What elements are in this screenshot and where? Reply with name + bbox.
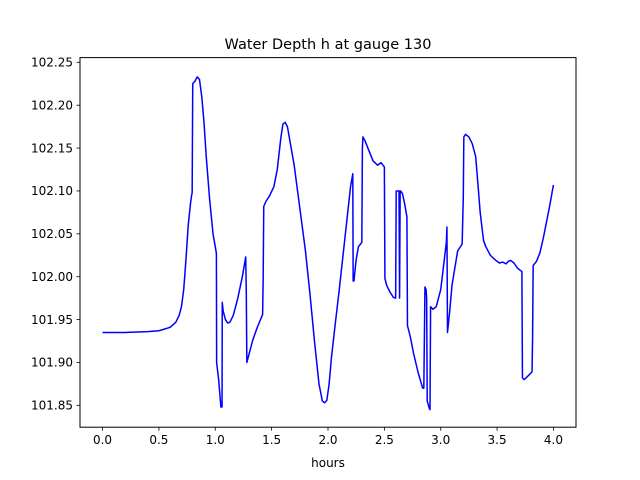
x-tick-label: 2.0 <box>318 433 337 447</box>
x-tick-label: 1.0 <box>206 433 225 447</box>
x-tick-label: 3.0 <box>431 433 450 447</box>
y-tick-label: 102.10 <box>31 184 73 198</box>
y-tick-label: 101.95 <box>31 313 73 327</box>
y-tick-label: 102.00 <box>31 270 73 284</box>
y-tick-label: 102.15 <box>31 141 73 155</box>
x-tick-label: 0.5 <box>149 433 168 447</box>
y-tick-label: 101.85 <box>31 399 73 413</box>
series-line-0 <box>102 76 555 411</box>
series-layer <box>102 76 555 411</box>
x-tick-label: 2.5 <box>375 433 394 447</box>
plot-area <box>80 57 576 428</box>
x-tick-label: 0.0 <box>93 433 112 447</box>
y-tick-label: 102.05 <box>31 227 73 241</box>
y-tick-label: 102.25 <box>31 56 73 70</box>
x-axis-title: hours <box>311 456 345 470</box>
x-tick-label: 3.5 <box>488 433 507 447</box>
x-tick-label: 1.5 <box>262 433 281 447</box>
y-axis: 101.85 101.90 101.95 102.00 102.05 102.10 102.… <box>31 56 80 413</box>
x-axis: 0.0 0.5 1.0 1.5 2.0 2.5 3.0 3.5 4.0 <box>93 427 563 447</box>
y-tick-label: 101.90 <box>31 356 73 370</box>
chart-title: Water Depth h at gauge 130 <box>225 37 432 53</box>
x-tick-label: 4.0 <box>544 433 563 447</box>
y-tick-label: 102.20 <box>31 98 73 112</box>
